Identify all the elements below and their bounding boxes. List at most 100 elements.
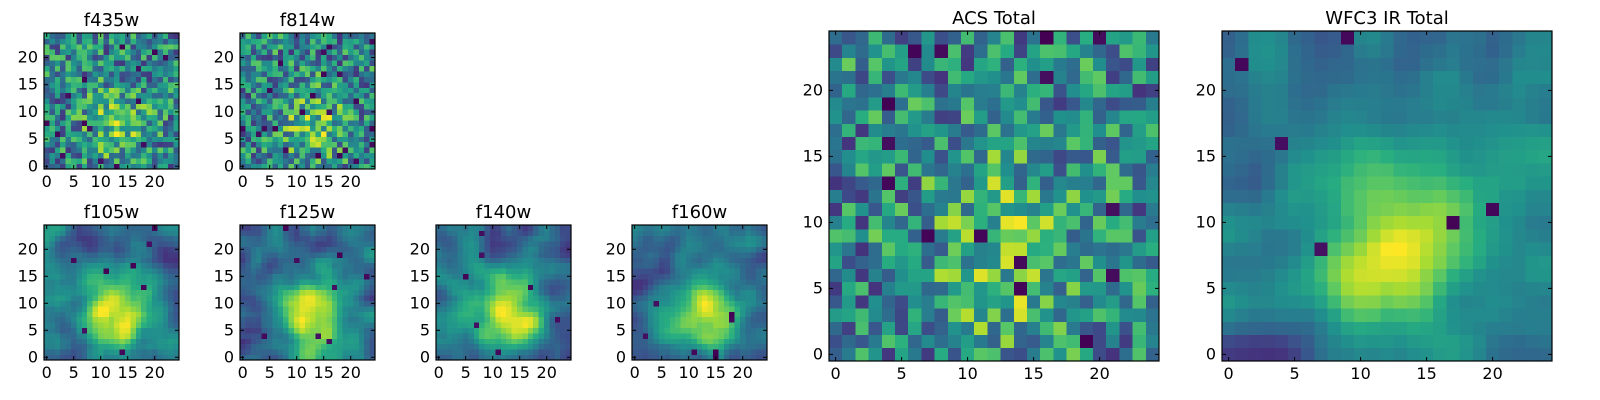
heatmap-cell — [353, 273, 360, 280]
heatmap-cell — [868, 202, 883, 217]
heatmap-cell — [130, 76, 137, 83]
heatmap-cell — [713, 289, 719, 296]
heatmap-cell — [745, 354, 752, 361]
heatmap-cell — [1512, 308, 1526, 322]
heatmap-cell — [934, 97, 949, 111]
heatmap-cell — [245, 349, 252, 355]
y-tick-label: 20 — [214, 47, 234, 66]
heatmap-cell — [108, 225, 115, 231]
heatmap-cell — [855, 295, 869, 309]
heatmap-cell — [452, 279, 458, 285]
heatmap-cell — [1053, 70, 1067, 85]
heatmap-cell — [146, 235, 153, 242]
heatmap-cell — [369, 262, 376, 269]
heatmap-cell — [527, 225, 534, 231]
heatmap-cell — [745, 306, 752, 312]
heatmap-cell — [446, 246, 453, 253]
heatmap-cell — [54, 114, 61, 121]
heatmap-cell — [315, 268, 322, 274]
heatmap-cell — [283, 230, 289, 237]
axes-frame — [239, 224, 376, 361]
heatmap-cell — [49, 54, 56, 61]
heatmap-cell — [240, 158, 246, 164]
heatmap-cell — [452, 316, 458, 323]
heatmap-cell — [157, 49, 164, 56]
heatmap-cell — [441, 235, 448, 242]
heatmap-cell — [81, 33, 88, 39]
heatmap-cell — [1420, 202, 1434, 217]
heatmap-cell — [729, 322, 735, 328]
heatmap-cell — [653, 343, 660, 350]
heatmap-cell — [135, 252, 142, 258]
heatmap-cell — [1248, 176, 1262, 190]
heatmap-cell — [452, 338, 458, 345]
heatmap-cell — [723, 343, 730, 350]
heatmap-cell — [642, 343, 649, 350]
heatmap-cell — [527, 311, 534, 318]
heatmap-cell — [288, 306, 295, 312]
heatmap-cell — [723, 316, 730, 323]
heatmap-cell — [92, 125, 99, 132]
heatmap-cell — [321, 252, 327, 258]
heatmap-cell — [162, 306, 169, 312]
heatmap-cell — [441, 349, 448, 355]
heatmap-cell — [353, 87, 360, 94]
heatmap-cell — [337, 60, 343, 67]
heatmap-cell — [707, 230, 714, 237]
heatmap-cell — [81, 295, 88, 301]
heatmap-cell — [702, 230, 708, 237]
heatmap-cell — [565, 225, 572, 231]
heatmap-cell — [125, 306, 131, 312]
heatmap-cell — [157, 354, 164, 361]
heatmap-cell — [267, 306, 273, 312]
heatmap-cell — [358, 349, 365, 355]
heatmap-cell — [358, 343, 365, 350]
heatmap-cell — [173, 43, 180, 50]
heatmap-cell — [1079, 321, 1094, 335]
heatmap-cell — [76, 60, 83, 67]
heatmap-cell — [267, 338, 273, 345]
heatmap-cell — [331, 246, 338, 253]
heatmap-cell — [54, 109, 61, 115]
heatmap-cell — [98, 141, 104, 148]
heatmap-cell — [538, 230, 545, 237]
heatmap-cell — [250, 343, 257, 350]
heatmap-cell — [1248, 268, 1262, 283]
heatmap-cell — [1380, 334, 1394, 349]
heatmap-cell — [168, 103, 174, 110]
y-tick-label: 10 — [606, 293, 626, 312]
heatmap-cell — [1000, 255, 1015, 269]
heatmap-cell — [92, 109, 99, 115]
heatmap-cell — [76, 225, 83, 231]
heatmap-cell — [261, 98, 268, 105]
heatmap-cell — [71, 114, 77, 121]
heatmap-cell — [1119, 268, 1133, 283]
axes-frame — [435, 224, 572, 361]
heatmap-cell — [267, 141, 273, 148]
heatmap-cell — [114, 54, 120, 61]
heatmap-cell — [855, 347, 869, 362]
heatmap-cell — [761, 289, 768, 296]
heatmap-cell — [54, 76, 61, 83]
heatmap-cell — [648, 268, 654, 274]
heatmap-cell — [369, 71, 376, 77]
heatmap-cell — [245, 273, 252, 280]
heatmap-cell — [364, 333, 370, 339]
heatmap-cell — [168, 349, 174, 355]
heatmap-cell — [103, 322, 110, 328]
heatmap-cell — [337, 103, 343, 110]
heatmap-cell — [1327, 229, 1342, 243]
heatmap-cell — [560, 246, 566, 253]
heatmap-cell — [65, 49, 72, 56]
heatmap-cell — [342, 92, 349, 99]
heatmap-cell — [1079, 123, 1094, 137]
heatmap-cell — [702, 257, 708, 264]
heatmap-cell — [473, 333, 480, 339]
heatmap-cell — [321, 241, 327, 247]
heatmap-cell — [331, 295, 338, 301]
heatmap-cell — [81, 333, 88, 339]
heatmap-cell — [358, 268, 365, 274]
heatmap-cell — [1132, 189, 1147, 203]
heatmap-cell — [549, 230, 556, 237]
heatmap-cell — [135, 241, 142, 247]
